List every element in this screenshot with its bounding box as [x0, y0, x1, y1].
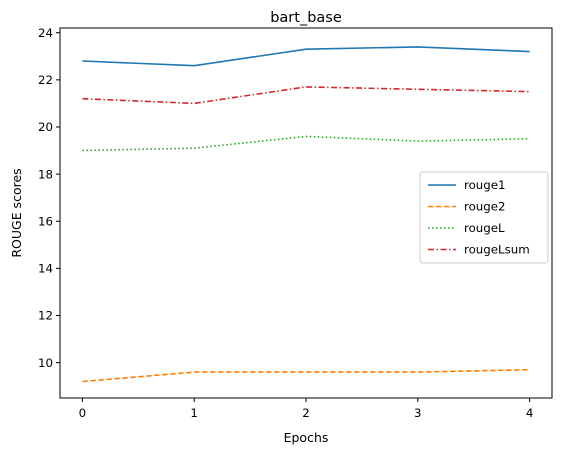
series-lines	[82, 46, 530, 383]
legend: rouge1 rouge2 rougeL rougeLsum	[419, 171, 549, 264]
legend-label-rougeL: rougeL	[464, 221, 505, 235]
y-tick-label: 12	[38, 309, 53, 323]
y-tick-label: 14	[38, 262, 53, 276]
y-axis-label: ROUGE scores	[9, 168, 24, 257]
series-line-rouge1	[82, 46, 530, 67]
legend-label-rouge1: rouge1	[464, 178, 506, 192]
x-axis-label: Epochs	[284, 430, 329, 445]
series-line-rougeLsum	[82, 86, 530, 105]
chart-title: bart_base	[270, 10, 342, 26]
legend-label-rouge2: rouge2	[464, 200, 506, 214]
y-tick-label: 22	[38, 73, 53, 87]
series-line-rougeL	[82, 135, 530, 152]
plot-area-frame	[59, 27, 553, 399]
y-tick-label: 10	[38, 356, 53, 370]
legend-box	[419, 171, 549, 264]
y-axis-ticks: 10 12 14 16 18 20 22 24	[38, 26, 60, 370]
x-tick-label: 0	[79, 406, 87, 420]
series-line-rouge2	[82, 368, 530, 383]
legend-label-rougeLsum: rougeLsum	[464, 243, 530, 257]
y-tick-label: 20	[38, 120, 53, 134]
y-tick-label: 18	[38, 167, 53, 181]
y-tick-label: 24	[38, 26, 53, 40]
x-tick-label: 2	[302, 406, 310, 420]
y-tick-label: 16	[38, 214, 53, 228]
x-tick-label: 4	[526, 406, 534, 420]
x-axis-ticks: 0 1 2 3 4	[79, 398, 534, 420]
x-tick-label: 1	[190, 406, 198, 420]
x-tick-label: 3	[414, 406, 422, 420]
